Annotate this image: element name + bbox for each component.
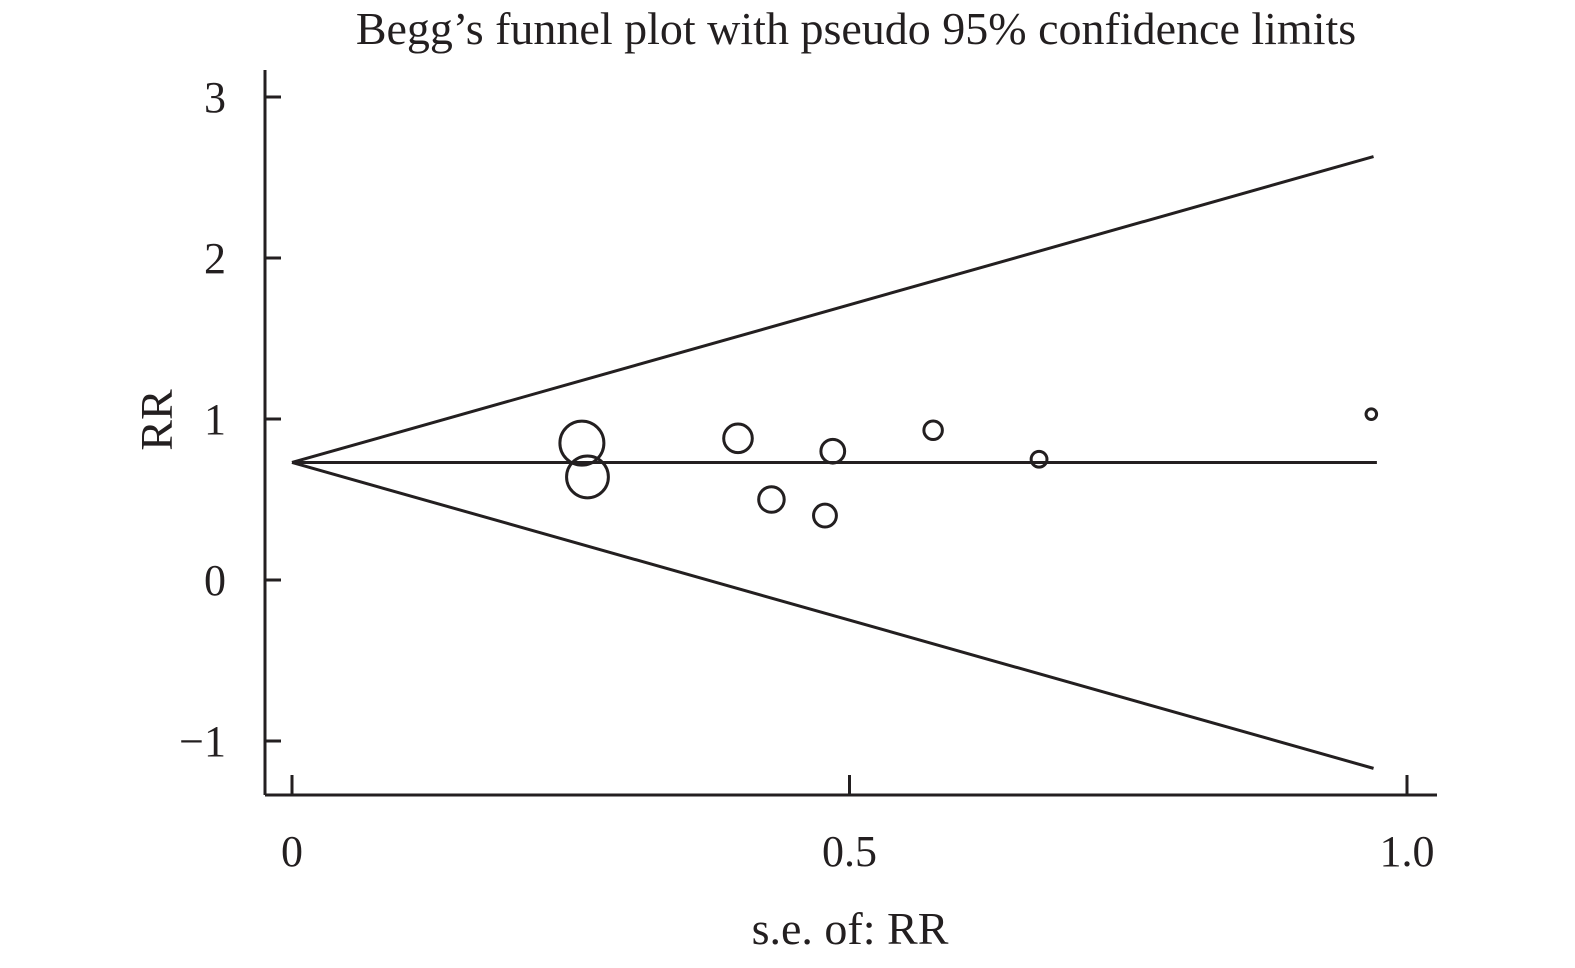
y-tick-label-5: 3 xyxy=(204,73,226,122)
study-markers xyxy=(558,407,1379,529)
study-point-3 xyxy=(722,422,754,455)
study-point-9 xyxy=(1364,407,1379,421)
x-tick-label-1: 0 xyxy=(281,827,303,876)
y-tick-label-1: −1 xyxy=(179,717,226,766)
study-point-5 xyxy=(819,437,847,465)
tick-marks: 0 0.5 1.0 −1 0 1 2 3 xyxy=(179,73,1434,876)
x-tick-label-2: 0.5 xyxy=(822,827,877,876)
study-point-2 xyxy=(565,454,610,500)
x-tick-label-3: 1.0 xyxy=(1380,827,1435,876)
x-axis-label: s.e. of: RR xyxy=(752,903,949,954)
axes xyxy=(263,70,1437,797)
study-point-6 xyxy=(812,502,838,529)
funnel-lower-limit xyxy=(291,461,1374,770)
y-tick-label-3: 1 xyxy=(204,395,226,444)
study-point-4 xyxy=(757,485,786,514)
y-tick-label-2: 0 xyxy=(204,556,226,605)
y-tick-label-4: 2 xyxy=(204,234,226,283)
study-point-8 xyxy=(1029,449,1049,469)
y-axis-label: RR xyxy=(131,389,182,451)
funnel-upper-limit xyxy=(291,155,1374,464)
chart-title: Begg’s funnel plot with pseudo 95% confi… xyxy=(356,3,1356,54)
study-point-1 xyxy=(558,419,606,467)
study-point-7 xyxy=(922,419,944,442)
